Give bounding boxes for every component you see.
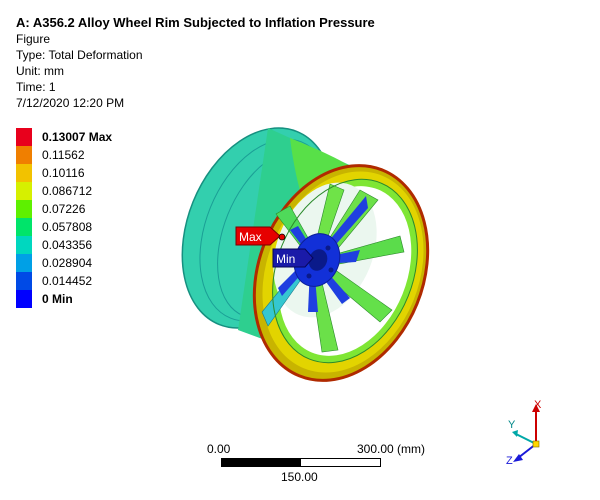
- x-arrow-icon: [532, 404, 540, 412]
- scale-left-label: 0.00: [207, 442, 231, 456]
- scale-mid-label: 150.00: [281, 470, 318, 484]
- legend-swatch: [16, 254, 32, 272]
- origin-icon: [532, 440, 540, 448]
- legend-label: 0.10116: [42, 166, 85, 180]
- scale-right-label: 300.00 (mm): [357, 442, 426, 456]
- legend-label: 0.086712: [42, 184, 93, 198]
- max-probe[interactable]: Max: [235, 226, 286, 246]
- legend-label: 0.043356: [42, 238, 93, 252]
- legend-swatch: [16, 164, 32, 182]
- min-probe[interactable]: Min: [272, 248, 314, 268]
- y-axis-label: Y: [508, 419, 516, 431]
- min-probe-label: Min: [276, 252, 295, 266]
- figure-label: Figure: [16, 32, 51, 46]
- legend-swatch: [16, 272, 32, 290]
- analysis-title: A: A356.2 Alloy Wheel Rim Subjected to I…: [16, 15, 375, 30]
- result-info-panel: A: A356.2 Alloy Wheel Rim Subjected to I…: [16, 14, 375, 111]
- legend-swatch: [16, 128, 32, 146]
- legend-swatch: [16, 218, 32, 236]
- legend-label: 0.11562: [42, 148, 85, 162]
- legend-label: 0.057808: [42, 220, 93, 234]
- z-arrow-icon: [513, 454, 523, 462]
- legend-swatch: [16, 200, 32, 218]
- result-unit: Unit: mm: [16, 64, 64, 78]
- max-probe-label: Max: [239, 230, 262, 244]
- coordinate-triad[interactable]: X Y Z: [496, 392, 556, 468]
- y-axis-icon: [515, 433, 537, 445]
- result-timestamp: 7/12/2020 12:20 PM: [16, 96, 125, 110]
- result-time: Time: 1: [16, 80, 56, 94]
- y-arrow-icon: [512, 430, 518, 437]
- scale-bar: [221, 458, 381, 467]
- legend-swatch: [16, 290, 32, 308]
- legend-label: 0.014452: [42, 274, 93, 288]
- legend-label: 0.07226: [42, 202, 86, 216]
- scale-bar-fill: [222, 459, 301, 466]
- legend-swatch: [16, 182, 32, 200]
- legend-swatch: [16, 236, 32, 254]
- scale-bar-widget: 0.00 300.00 (mm) 150.00: [205, 442, 445, 492]
- legend-label: 0.028904: [42, 256, 93, 270]
- legend-label: 0 Min: [42, 292, 73, 306]
- legend-label: 0.13007 Max: [42, 130, 113, 144]
- legend-swatch: [16, 146, 32, 164]
- wheel-front-face: [252, 164, 430, 382]
- x-axis-label: X: [534, 399, 542, 411]
- result-type: Type: Total Deformation: [16, 48, 143, 62]
- z-axis-label: Z: [506, 455, 513, 467]
